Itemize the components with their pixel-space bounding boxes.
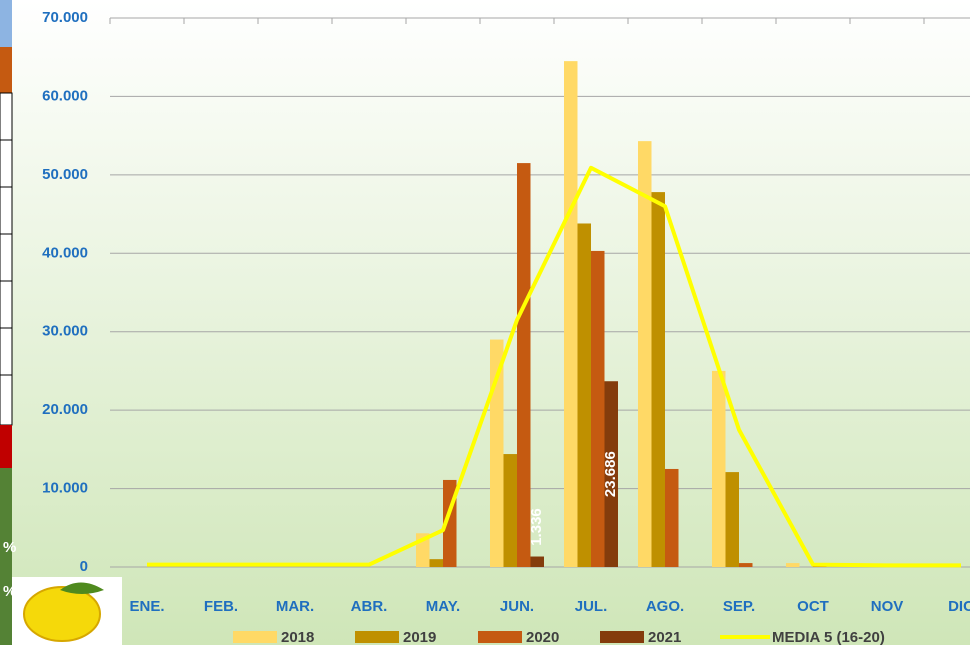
- y-tick-label: 10.000: [42, 480, 88, 497]
- y-tick-label: 0: [80, 558, 88, 575]
- bar: [504, 454, 518, 567]
- legend-swatch: [600, 631, 644, 643]
- x-tick-label: ABR.: [351, 598, 388, 615]
- y-tick-label: 40.000: [42, 244, 88, 261]
- x-tick-label: OCT: [797, 598, 829, 615]
- x-tick-label: JUN.: [500, 598, 534, 615]
- x-tick-label: JUL.: [575, 598, 608, 615]
- x-tick-label: MAR.: [276, 598, 314, 615]
- bar: [786, 563, 800, 567]
- legend-swatch: [233, 631, 277, 643]
- y-tick-label: 30.000: [42, 323, 88, 340]
- side-label: %: [3, 539, 16, 556]
- bar: [665, 469, 679, 567]
- legend-label: 2021: [648, 629, 681, 645]
- y-tick-label: 20.000: [42, 401, 88, 418]
- x-tick-label: ENE.: [129, 598, 164, 615]
- legend-label: 2020: [526, 629, 559, 645]
- legend-swatch: [478, 631, 522, 643]
- bar: [578, 223, 592, 567]
- bar: [517, 163, 531, 567]
- x-tick-label: MAY.: [426, 598, 460, 615]
- x-tick-label: DIC: [948, 598, 970, 615]
- legend-label: 2019: [403, 629, 436, 645]
- x-tick-label: FEB.: [204, 598, 238, 615]
- y-tick-label: 70.000: [42, 9, 88, 26]
- bar: [652, 192, 666, 567]
- bar: [638, 141, 652, 567]
- bar: [531, 557, 545, 567]
- bar: [726, 472, 740, 567]
- bar: [430, 559, 444, 567]
- chart: % % 010.00020.00030.00040.00050.00060.00…: [0, 0, 970, 645]
- y-tick-label: 60.000: [42, 87, 88, 104]
- bar: [564, 61, 578, 567]
- bar: [591, 251, 605, 567]
- legend-label: MEDIA 5 (16-20): [772, 629, 885, 645]
- data-label: 23.686: [602, 451, 619, 497]
- y-tick-label: 50.000: [42, 166, 88, 183]
- legend-label: 2018: [281, 629, 314, 645]
- bar: [712, 371, 726, 567]
- legend-swatch: [355, 631, 399, 643]
- bar: [739, 563, 753, 567]
- x-tick-label: NOV: [871, 598, 904, 615]
- data-label: 1.336: [528, 508, 545, 546]
- x-tick-label: AGO.: [646, 598, 684, 615]
- x-tick-label: SEP.: [723, 598, 755, 615]
